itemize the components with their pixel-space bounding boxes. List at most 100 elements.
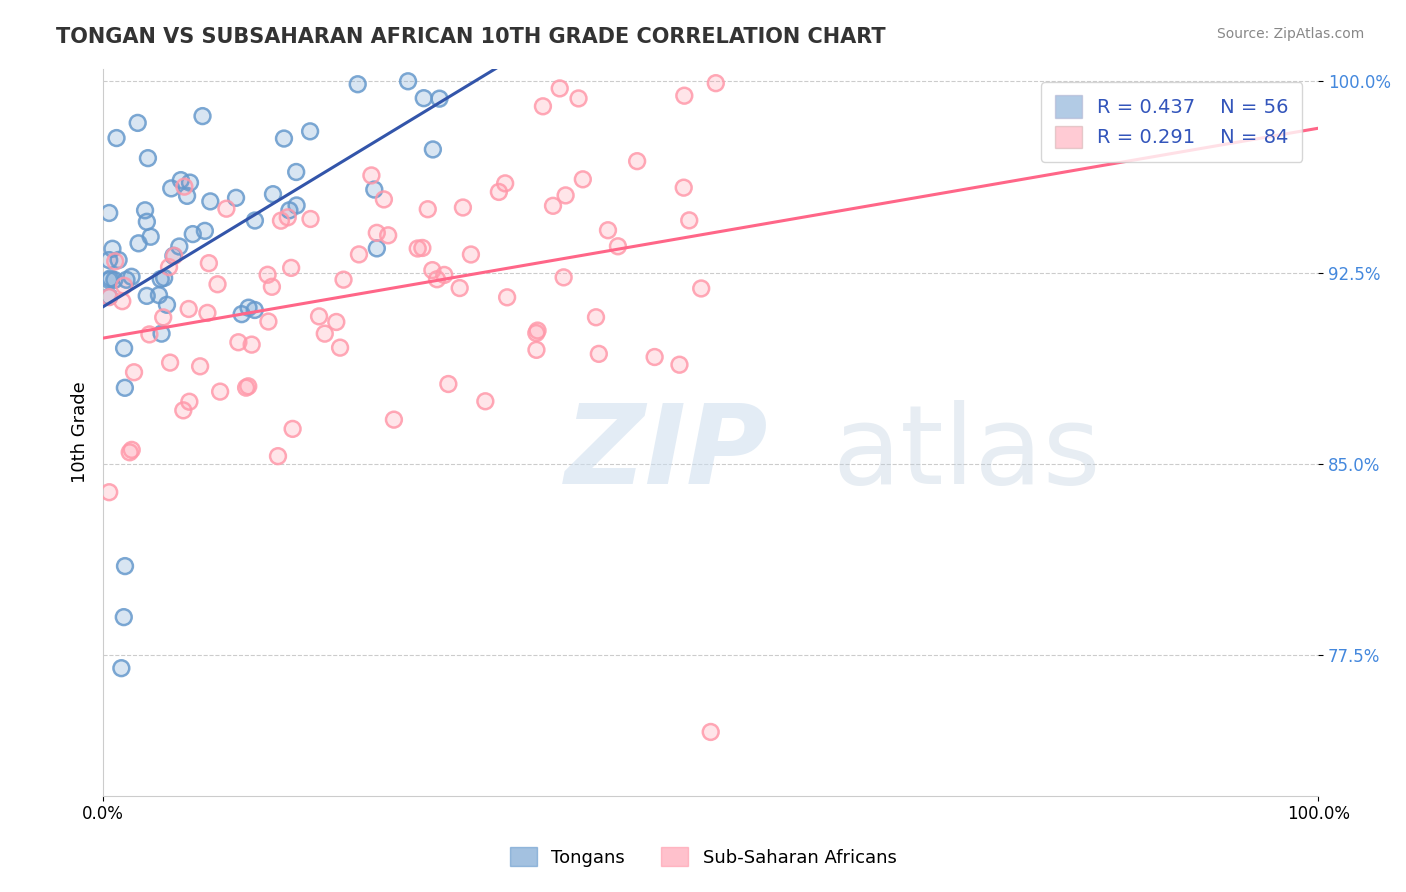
Point [412,91,434,105]
Point [377,228,399,243]
Point [437,377,460,392]
Point [105,131,128,145]
Point [138,327,160,342]
Point [136,151,159,165]
Point [238,379,260,393]
Point [451,201,474,215]
Point [474,394,496,409]
Point [156,298,179,312]
Point [149,272,172,286]
Point [277,211,299,225]
Point [103,273,125,287]
Point [607,239,630,253]
Point [170,173,193,187]
Point [176,189,198,203]
Point [373,193,395,207]
Point [673,88,696,103]
Point [197,306,219,320]
Point [100,271,122,285]
Point [406,242,429,256]
Point [416,202,439,217]
Point [270,213,292,227]
Point [128,236,150,251]
Point [194,224,217,238]
Point [347,247,370,261]
Point [172,403,194,417]
Point [526,324,548,338]
Point [139,229,162,244]
Point [285,165,308,179]
Point [422,143,444,157]
Y-axis label: 10th Grade: 10th Grade [72,381,89,483]
Point [366,226,388,240]
Point [173,179,195,194]
Point [668,358,690,372]
Point [585,310,607,325]
Point [198,256,221,270]
Point [98,485,121,500]
Point [160,181,183,195]
Point [98,290,121,304]
Point [474,394,496,409]
Point [280,260,302,275]
Point [243,303,266,318]
Point [112,610,135,624]
Point [98,290,121,304]
Point [281,422,304,436]
Point [200,194,222,209]
Point [153,271,176,285]
Point [422,263,444,277]
Point [437,377,460,392]
Point [238,301,260,315]
Point [112,610,135,624]
Point [607,239,630,253]
Point [172,403,194,417]
Point [494,177,516,191]
Point [121,269,143,284]
Legend: Tongans, Sub-Saharan Africans: Tongans, Sub-Saharan Africans [502,840,904,874]
Point [150,326,173,341]
Point [101,242,124,256]
Point [347,247,370,261]
Point [460,247,482,261]
Point [156,298,179,312]
Text: atlas: atlas [832,401,1101,508]
Point [240,337,263,351]
Point [704,76,727,90]
Point [406,242,429,256]
Point [225,191,247,205]
Point [256,268,278,282]
Point [678,213,700,227]
Point [181,227,204,241]
Point [243,303,266,318]
Point [169,239,191,253]
Point [699,725,721,739]
Point [209,384,232,399]
Point [260,280,283,294]
Point [672,180,695,194]
Point [262,187,284,202]
Point [98,206,121,220]
Point [273,131,295,145]
Point [101,242,124,256]
Point [363,183,385,197]
Point [704,76,727,90]
Point [231,307,253,321]
Point [256,268,278,282]
Point [225,191,247,205]
Point [325,315,347,329]
Point [235,381,257,395]
Point [157,260,180,274]
Point [135,289,157,303]
Point [644,350,666,364]
Point [148,288,170,302]
Point [426,272,449,286]
Point [329,341,352,355]
Point [103,273,125,287]
Point [433,268,456,282]
Point [238,379,260,393]
Point [526,343,548,357]
Point [198,256,221,270]
Point [200,194,222,209]
Point [134,203,156,218]
